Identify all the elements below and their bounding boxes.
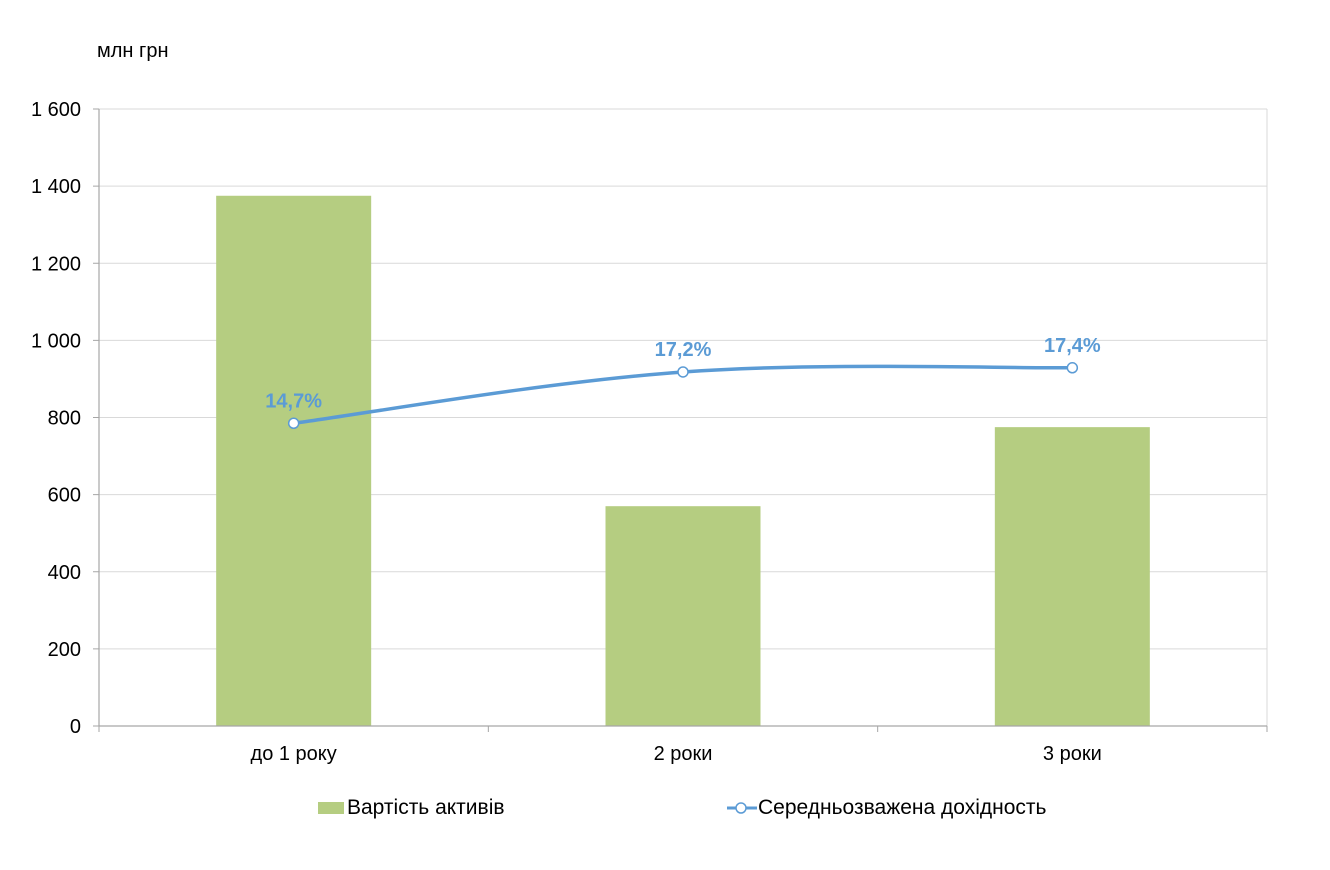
legend-swatch-line [727, 802, 757, 814]
y-tick-label: 600 [48, 485, 81, 507]
y-tick-label: 400 [48, 562, 81, 584]
legend-item-assets: Вартість активів [318, 795, 505, 821]
axes [93, 108, 1268, 732]
yield-point [287, 417, 300, 430]
y-axis-unit-label: млн грн [97, 40, 169, 62]
legend-item-yield: Середньозважена дохідность [726, 795, 1047, 821]
x-tick-label: до 1 року [251, 743, 337, 765]
legend-label-assets: Вартість активів [347, 796, 505, 819]
axis-labels: 0 200 400 600 800 1 000 1 200 1 400 1 600 до 1 ро… [31, 99, 1102, 765]
bar [216, 195, 372, 726]
bar-series [216, 195, 1150, 726]
y-tick-label: 1 000 [31, 330, 81, 352]
x-tick-label: 3 роки [1043, 743, 1102, 765]
yield-data-label: 17,4% [1044, 335, 1101, 357]
line-series: 14,7% 17,2% 17,4% [265, 335, 1101, 430]
y-tick-label: 0 [70, 716, 81, 738]
y-tick-label: 1 200 [31, 253, 81, 275]
y-tick-label: 1 600 [31, 99, 81, 121]
bar [994, 427, 1150, 726]
legend-label-yield: Середньозважена дохідность [758, 796, 1047, 819]
yield-point [677, 366, 689, 378]
y-tick-label: 200 [48, 639, 81, 661]
legend-swatch-bar [318, 802, 344, 814]
y-tick-label: 1 400 [31, 176, 81, 198]
x-tick-label: 2 роки [654, 743, 713, 765]
y-tick-label: 800 [48, 408, 81, 430]
legend: Вартість активів Середньозважена дохідно… [0, 795, 1330, 821]
bar [605, 506, 761, 726]
yield-data-label: 14,7% [265, 390, 322, 412]
yield-point [1066, 362, 1079, 374]
yield-data-label: 17,2% [655, 339, 712, 361]
